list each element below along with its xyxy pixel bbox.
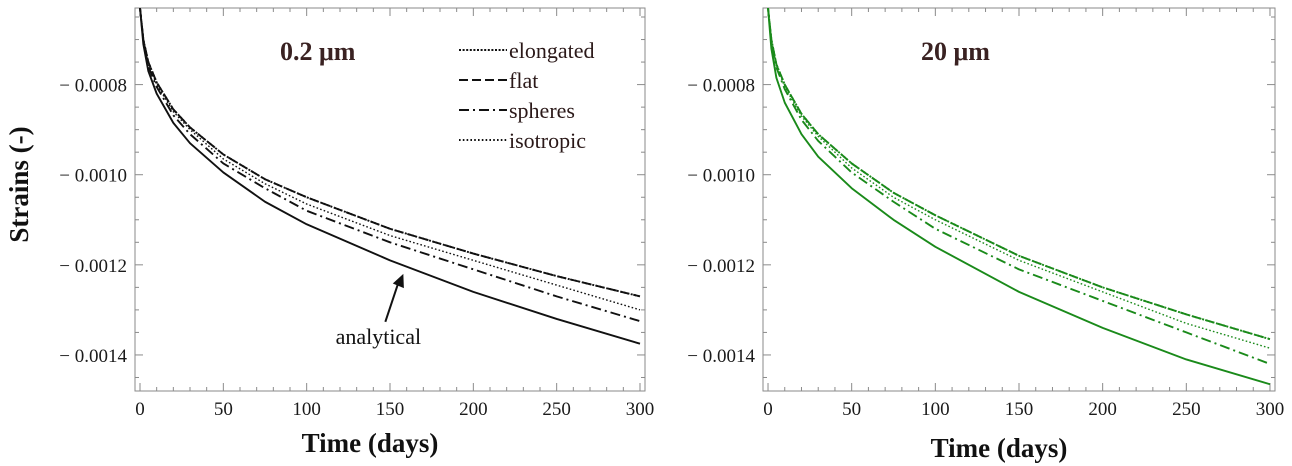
x-tick-label: 150 [376, 399, 405, 420]
x-tick-label: 250 [1172, 399, 1201, 420]
x-tick-label: 100 [292, 399, 321, 420]
legend-label-spheres: spheres [509, 98, 575, 123]
x-tick-label: 250 [542, 399, 571, 420]
x-tick-label: 200 [459, 399, 488, 420]
series-line-elongated [767, 8, 1271, 341]
series-line-isotropic [767, 8, 1271, 349]
series-line-isotropic [139, 8, 641, 311]
series-line-analytical [139, 8, 641, 345]
y-tick-label: − 0.0014 [59, 346, 127, 367]
y-tick-label: − 0.0012 [687, 256, 755, 277]
y-tick-label: − 0.0008 [687, 76, 755, 97]
annotation-arrow-head [392, 273, 404, 289]
y-tick-label: − 0.0010 [687, 166, 755, 187]
x-axis-title: Time (days) [302, 428, 439, 458]
series-line-spheres [139, 8, 641, 323]
panel-title: 20 μm [921, 37, 990, 66]
x-axis-title: Time (days) [931, 433, 1068, 463]
legend-label-elongated: elongated [509, 38, 595, 63]
y-tick-label: − 0.0014 [687, 346, 755, 367]
chart-panel-0-2um: 0 50 100 150 200 250 300 − 0.0008 − 0.0010 − 0.00… [4, 7, 655, 458]
y-tick-label: − 0.0012 [59, 256, 127, 277]
x-tick-label: 100 [921, 399, 950, 420]
x-tick-label: 200 [1088, 399, 1117, 420]
chart-panel-20um: 0 50 100 150 200 250 300 − 0.0008 − 0.0010 − 0.00… [687, 7, 1285, 463]
x-tick-label: 300 [1256, 399, 1285, 420]
plot-frame [762, 7, 1276, 392]
legend-label-flat: flat [509, 68, 538, 93]
y-axis-title: Strains (-) [4, 126, 34, 242]
x-tick-label: 300 [626, 399, 655, 420]
legend-label-isotropic: isotropic [509, 128, 586, 153]
annotation-label: analytical [336, 324, 422, 349]
series-line-spheres [767, 8, 1271, 365]
x-tick-label: 50 [214, 399, 233, 420]
x-tick-label: 0 [135, 399, 145, 420]
x-tick-label: 0 [763, 399, 773, 420]
panel-title: 0.2 μm [280, 37, 356, 66]
series-line-flat [767, 8, 1271, 341]
x-tick-label: 50 [842, 399, 861, 420]
y-tick-label: − 0.0008 [59, 76, 127, 97]
annotation-arrow-shaft [384, 279, 401, 323]
x-tick-label: 150 [1005, 399, 1034, 420]
y-tick-label: − 0.0010 [59, 166, 127, 187]
series-line-analytical [767, 8, 1271, 386]
